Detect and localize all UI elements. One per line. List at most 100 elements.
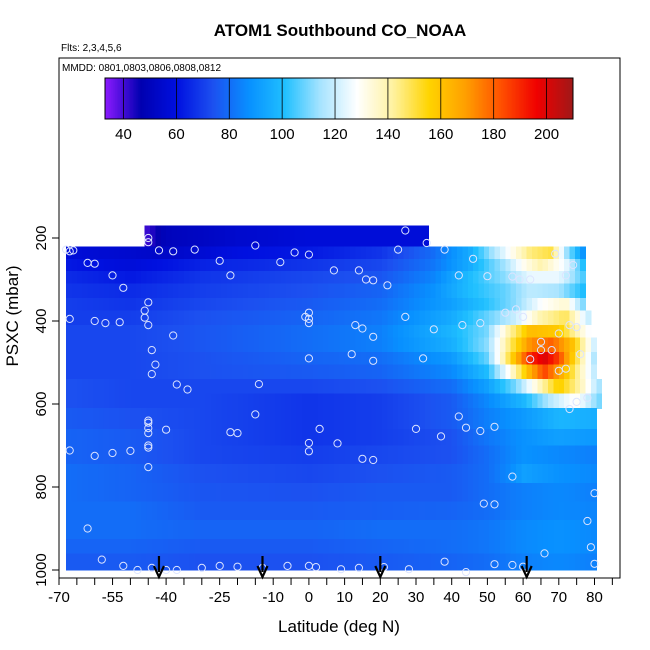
- heatmap-cell: [66, 379, 73, 395]
- colorbar-swatch: [557, 78, 559, 119]
- heatmap-cell: [391, 225, 397, 247]
- heatmap-cell: [92, 520, 99, 540]
- heatmap-cell: [194, 482, 201, 503]
- heatmap-cell: [526, 271, 533, 285]
- heatmap-cell: [398, 258, 405, 272]
- heatmap-cell: [103, 520, 110, 540]
- heatmap-cell: [489, 428, 496, 447]
- colorbar-swatch: [184, 78, 187, 119]
- heatmap-cell: [141, 310, 148, 326]
- heatmap-cell: [119, 379, 126, 395]
- heatmap-cell: [241, 225, 248, 247]
- colorbar-swatch: [227, 78, 230, 119]
- heatmap-cell: [430, 271, 437, 285]
- heatmap-cell: [366, 258, 372, 272]
- heatmap-cell: [553, 538, 560, 554]
- heatmap-cell: [382, 379, 389, 395]
- heatmap-cell: [210, 408, 217, 430]
- heatmap-cell: [355, 408, 362, 430]
- heatmap-cell: [317, 482, 324, 503]
- colorbar-swatch: [547, 78, 550, 119]
- colorbar-swatch: [463, 78, 466, 119]
- sample-point: [169, 331, 178, 340]
- heatmap-cell: [382, 246, 389, 260]
- heatmap-cell: [510, 352, 517, 366]
- colorbar-swatch: [420, 78, 423, 119]
- heatmap-cell: [548, 393, 555, 409]
- heatmap-cell: [237, 520, 244, 540]
- heatmap-cell: [253, 445, 260, 465]
- sample-point: [458, 321, 467, 330]
- colorbar-swatch: [394, 78, 397, 119]
- heatmap-cell: [392, 364, 399, 380]
- heatmap-cell: [125, 246, 131, 260]
- colorbar-swatch: [278, 78, 281, 119]
- heatmap-cell: [344, 538, 351, 554]
- heatmap-cell: [457, 271, 464, 285]
- heatmap-cell: [585, 520, 592, 540]
- heatmap-cell: [173, 298, 180, 312]
- heatmap-cell: [301, 538, 308, 554]
- heatmap-cell: [146, 258, 153, 272]
- heatmap-cell: [232, 482, 239, 503]
- heatmap-cell: [317, 258, 324, 272]
- colorbar-swatch: [533, 78, 536, 119]
- heatmap-cell: [162, 298, 169, 312]
- heatmap-cell: [548, 283, 555, 299]
- heatmap-cell: [312, 538, 319, 554]
- heatmap-cell: [558, 379, 565, 395]
- sample-point: [119, 283, 128, 292]
- heatmap-cell: [339, 445, 346, 465]
- colorbar-tick-label: 100: [270, 126, 295, 143]
- heatmap-cell: [494, 408, 501, 430]
- sample-point: [147, 346, 156, 355]
- heatmap-cell: [189, 393, 196, 409]
- heatmap-band: [66, 520, 597, 540]
- heatmap-cell: [339, 520, 346, 540]
- heatmap-cell: [451, 379, 458, 395]
- heatmap-cell: [269, 379, 276, 395]
- heatmap-cell: [232, 538, 239, 554]
- heatmap-cell: [189, 283, 196, 299]
- heatmap-cell: [521, 428, 528, 447]
- colorbar-swatch: [344, 78, 347, 119]
- heatmap-cell: [151, 325, 158, 339]
- heatmap-cell: [333, 408, 340, 430]
- heatmap-cell: [189, 379, 196, 395]
- heatmap-cell: [414, 464, 421, 484]
- heatmap-cell: [119, 337, 126, 353]
- heatmap-cell: [349, 445, 356, 465]
- colorbar-swatch: [132, 78, 135, 119]
- heatmap-cell: [108, 298, 115, 312]
- heatmap-cell: [87, 298, 94, 312]
- heatmap-cell: [183, 379, 190, 395]
- colorbar-swatch: [136, 78, 139, 119]
- colorbar-swatch: [105, 78, 107, 119]
- heatmap-cell: [210, 352, 217, 366]
- heatmap-cell: [408, 553, 415, 571]
- heatmap-cell: [237, 337, 244, 353]
- heatmap-cell: [167, 246, 174, 260]
- heatmap-cell: [269, 464, 276, 484]
- heatmap-cell: [349, 553, 356, 571]
- heatmap-cell: [515, 364, 522, 380]
- heatmap-cell: [183, 501, 190, 521]
- heatmap-cell: [499, 246, 506, 260]
- colorbar-swatch: [538, 78, 541, 119]
- sample-point: [329, 266, 338, 275]
- heatmap-cell: [403, 393, 410, 409]
- heatmap-cell: [467, 310, 474, 326]
- heatmap-cell: [205, 520, 212, 540]
- heatmap-cell: [226, 553, 233, 571]
- heatmap-cell: [82, 520, 89, 540]
- heatmap-cell: [301, 464, 308, 484]
- heatmap-cell: [382, 310, 389, 326]
- heatmap-cell: [280, 428, 287, 447]
- heatmap-cell: [323, 445, 330, 465]
- heatmap-cell: [333, 271, 340, 285]
- heatmap-cell: [376, 445, 383, 465]
- heatmap-cell: [510, 246, 517, 260]
- heatmap-cell: [408, 393, 415, 409]
- heatmap-cell: [328, 352, 335, 366]
- heatmap-cell: [462, 393, 469, 409]
